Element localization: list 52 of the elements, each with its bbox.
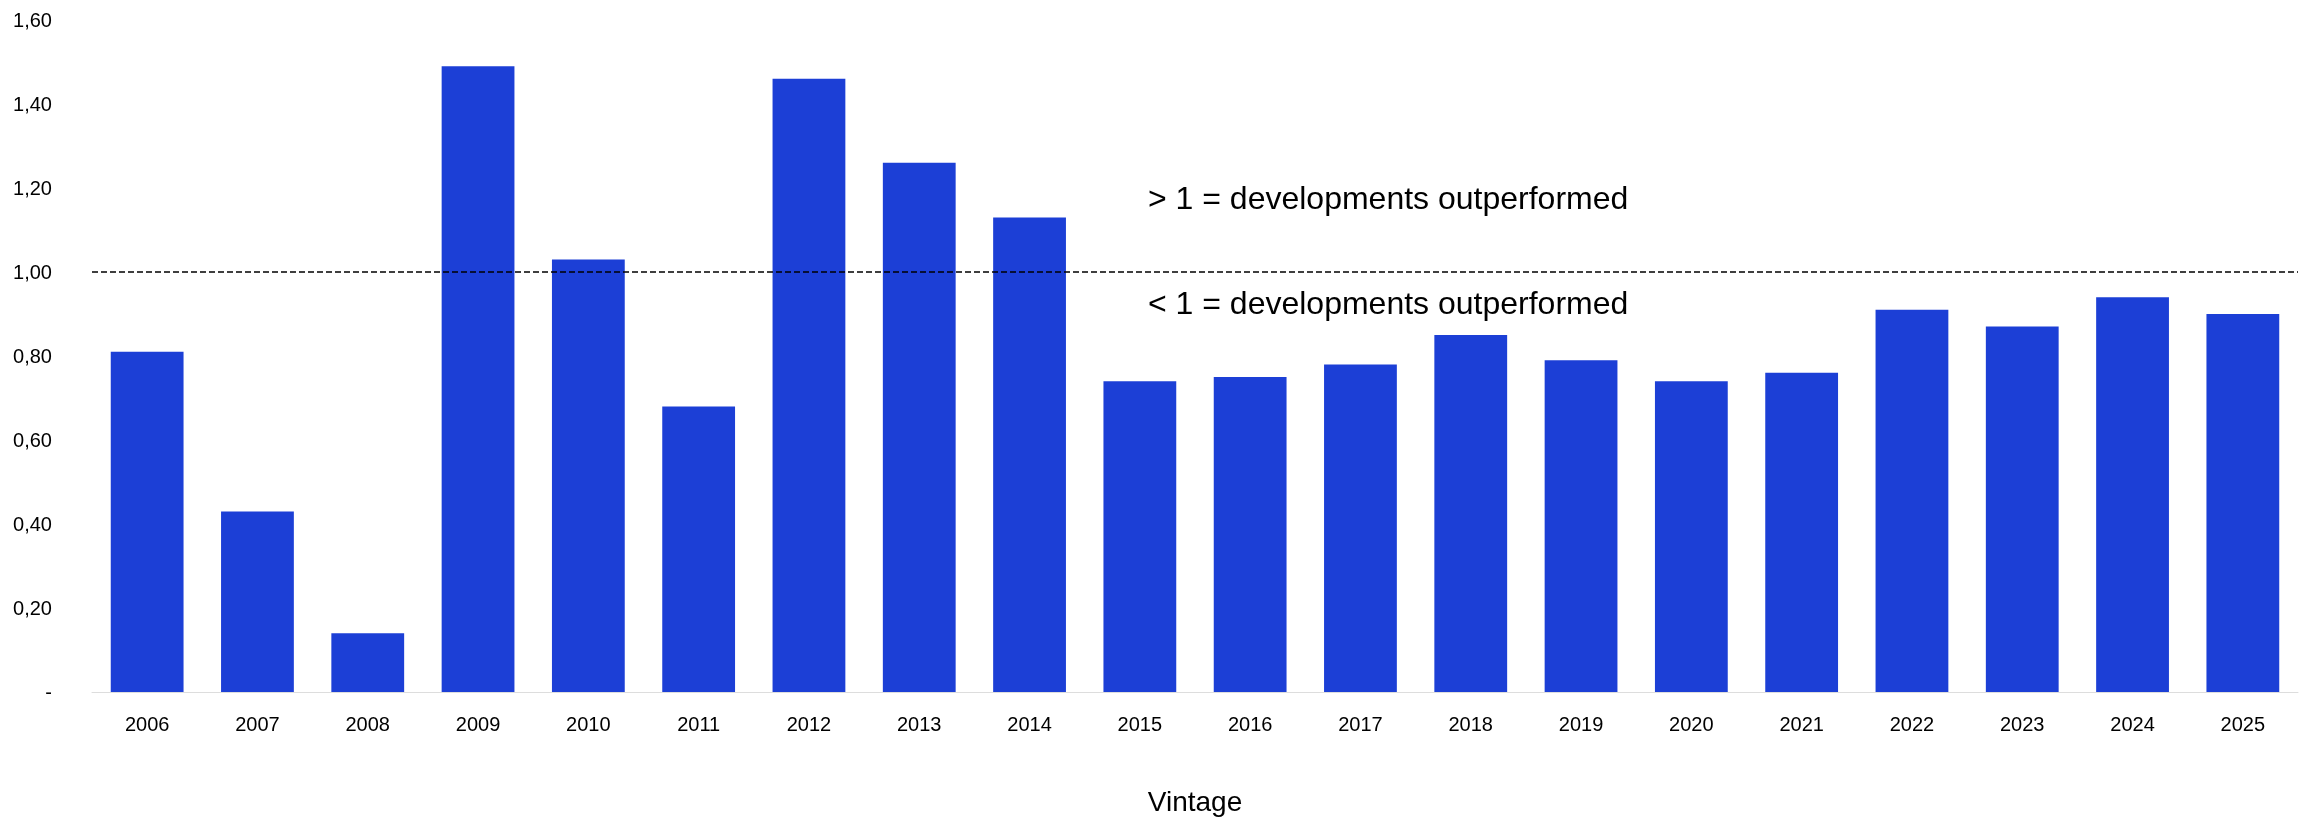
bar (2206, 314, 2280, 692)
x-axis-title: Vintage (1147, 785, 1243, 817)
bar (441, 66, 515, 692)
bar (882, 162, 956, 692)
x-tick-label: 2007 (235, 713, 280, 735)
x-tick-label: 2008 (345, 713, 390, 735)
bar (1434, 335, 1508, 692)
bar (551, 259, 625, 692)
x-tick-label: 2025 (2220, 713, 2266, 735)
bar (1103, 381, 1177, 692)
bar (662, 406, 736, 692)
x-tick-label: 2013 (897, 713, 942, 735)
x-tick-label: 2012 (786, 713, 832, 735)
x-tick-label: 2014 (1007, 713, 1052, 735)
bar (1654, 381, 1728, 692)
x-tick-label: 2019 (1558, 713, 1604, 735)
y-tick-label: 0,40 (13, 513, 52, 535)
x-tick-label: 2009 (455, 713, 501, 735)
y-tick-label: 1,00 (13, 261, 52, 283)
x-tick-label: 2011 (677, 713, 721, 735)
x-tick-label: 2018 (1448, 713, 1493, 735)
x-tick-label: 2017 (1338, 713, 1383, 735)
bar (772, 78, 846, 692)
x-tick-label: 2015 (1117, 713, 1163, 735)
bar (331, 633, 405, 692)
y-tick-label: 1,20 (13, 177, 52, 199)
x-tick-label: 2021 (1779, 713, 1824, 735)
bar (2096, 297, 2169, 692)
annotation: > 1 = developments outperformed (1148, 180, 1629, 216)
bar (110, 351, 184, 692)
x-tick-label: 2006 (124, 713, 170, 735)
bar (1985, 326, 2059, 692)
bar (1324, 364, 1397, 692)
y-tick-label: - (45, 681, 52, 703)
bar (993, 217, 1066, 692)
y-tick-label: 0,80 (13, 345, 52, 367)
y-tick-label: 0,20 (13, 597, 52, 619)
bar (1875, 309, 1949, 692)
y-tick-label: 0,60 (13, 429, 52, 451)
x-tick-label: 2020 (1669, 713, 1714, 735)
x-tick-label: 2022 (1889, 713, 1935, 735)
bar (1213, 377, 1287, 692)
x-tick-label: 2024 (2110, 713, 2155, 735)
annotation: < 1 = developments outperformed (1148, 285, 1629, 321)
x-tick-label: 2016 (1227, 713, 1273, 735)
bar (1765, 372, 1839, 692)
bar (221, 511, 294, 692)
bar (1544, 360, 1618, 692)
y-tick-label: 1,60 (13, 9, 52, 31)
y-tick-label: 1,40 (13, 93, 52, 115)
x-tick-label: 2023 (2000, 713, 2045, 735)
x-tick-label: 2010 (566, 713, 611, 735)
